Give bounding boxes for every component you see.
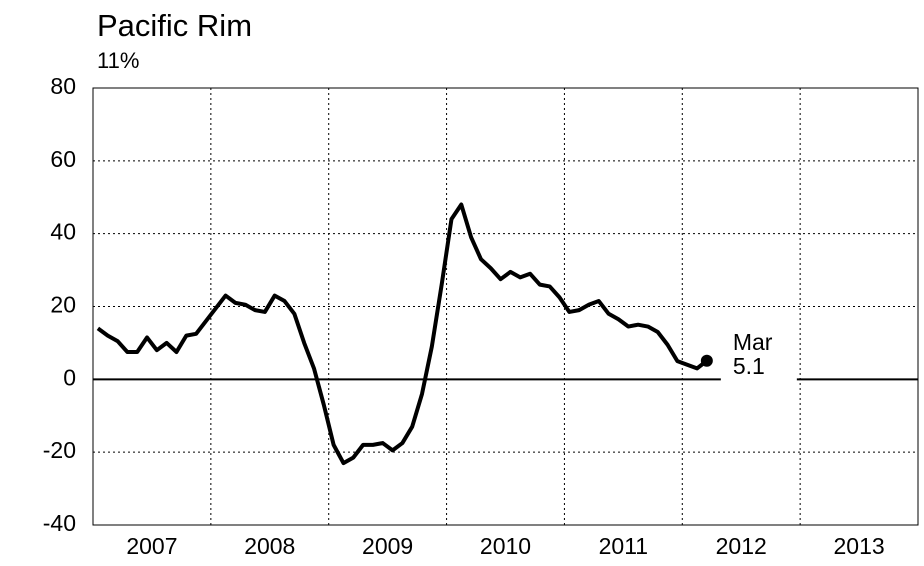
y-tick-label: 40 [50, 219, 76, 245]
x-tick-label: 2013 [833, 533, 884, 559]
x-tick-label: 2009 [362, 533, 413, 559]
y-tick-label: -40 [43, 510, 76, 536]
x-tick-label: 2007 [126, 533, 177, 559]
y-tick-label: -20 [43, 437, 76, 463]
chart-subtitle: 11% [97, 48, 139, 73]
x-tick-label: 2008 [244, 533, 295, 559]
line [96, 202, 709, 466]
y-tick-label: 60 [50, 146, 76, 172]
chart-title: Pacific Rim [97, 8, 252, 43]
y-tick-label: 80 [50, 73, 76, 99]
end-value-label: 5.1 [733, 353, 765, 379]
end-dot [700, 354, 713, 367]
plot-frame [92, 87, 919, 526]
y-tick-label: 20 [50, 292, 76, 318]
label-bg [720, 367, 797, 388]
x-tick-label: 2012 [716, 533, 767, 559]
end-annotation: Mar [733, 329, 773, 355]
y-tick-label: 0 [63, 364, 76, 390]
x-tick-label: 2010 [480, 533, 531, 559]
x-tick-label: 2011 [599, 533, 648, 559]
